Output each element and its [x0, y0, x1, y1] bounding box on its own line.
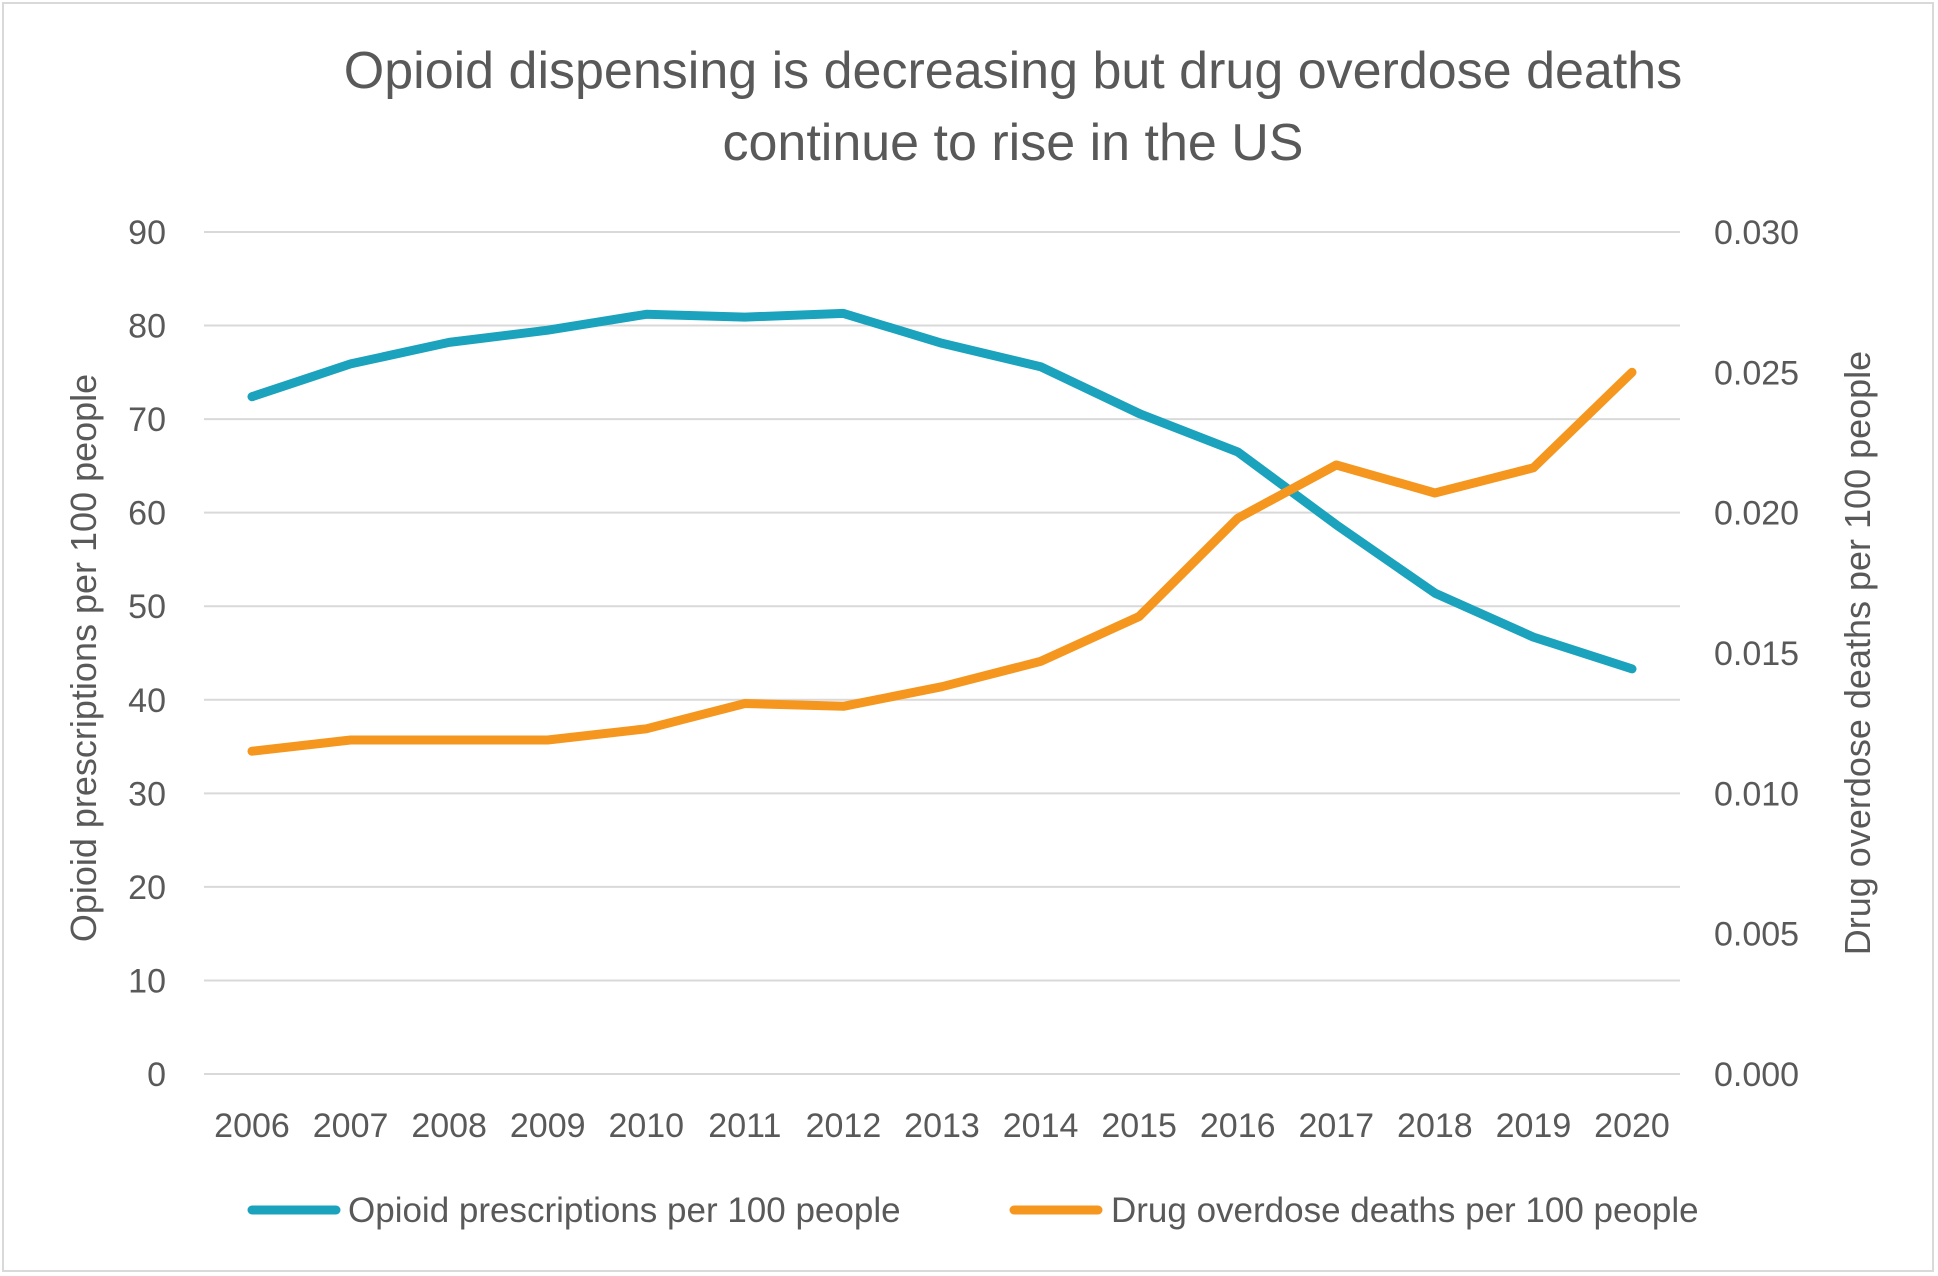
left-axis-ticks: 0 10 20 30 40 50 60 70 80 90 — [128, 214, 166, 1094]
right-axis-ticks: 0.000 0.005 0.010 0.015 0.020 0.025 0.030 — [1714, 214, 1799, 1094]
left-tick-label: 0 — [147, 1056, 166, 1094]
right-tick-label: 0.025 — [1714, 354, 1799, 392]
x-axis-ticks: 2006 2007 2008 2009 2010 2011 2012 2013 2014 2015… — [214, 1107, 1670, 1145]
x-tick-label: 2018 — [1397, 1107, 1473, 1145]
right-tick-label: 0.005 — [1714, 916, 1799, 954]
x-tick-label: 2009 — [510, 1107, 586, 1145]
x-tick-label: 2020 — [1594, 1107, 1670, 1145]
x-tick-label: 2017 — [1298, 1107, 1374, 1145]
x-tick-label: 2019 — [1496, 1107, 1572, 1145]
gridlines — [204, 231, 1680, 1075]
series-line-drug-overdose-deaths — [247, 367, 1637, 756]
chart-title-line-1: Opioid dispensing is decreasing but drug… — [344, 42, 1682, 100]
right-tick-label: 0.010 — [1714, 775, 1799, 813]
legend-item-drug-overdose-deaths: Drug overdose deaths per 100 people — [1009, 1191, 1699, 1230]
left-tick-label: 90 — [128, 214, 166, 252]
legend: Opioid prescriptions per 100 people Drug… — [247, 1191, 1699, 1230]
x-tick-label: 2015 — [1101, 1107, 1177, 1145]
left-tick-label: 70 — [128, 401, 166, 439]
x-tick-label: 2016 — [1200, 1107, 1276, 1145]
left-tick-label: 80 — [128, 308, 166, 346]
series-lines — [247, 308, 1637, 756]
right-tick-label: 0.020 — [1714, 495, 1799, 533]
x-tick-label: 2007 — [313, 1107, 389, 1145]
y-axis-title-left: Opioid prescriptions per 100 people — [63, 374, 104, 942]
left-tick-label: 10 — [128, 962, 166, 1000]
legend-label-drug-overdose-deaths: Drug overdose deaths per 100 people — [1111, 1191, 1699, 1230]
legend-item-opioid-prescriptions: Opioid prescriptions per 100 people — [247, 1191, 901, 1230]
x-tick-label: 2013 — [904, 1107, 980, 1145]
left-tick-label: 30 — [128, 775, 166, 813]
series-line-opioid-prescriptions — [247, 308, 1637, 674]
x-tick-label: 2011 — [708, 1107, 781, 1145]
x-tick-label: 2008 — [411, 1107, 487, 1145]
left-tick-label: 40 — [128, 682, 166, 720]
right-tick-label: 0.000 — [1714, 1056, 1799, 1094]
x-tick-label: 2014 — [1003, 1107, 1079, 1145]
x-tick-label: 2010 — [608, 1107, 684, 1145]
right-tick-label: 0.030 — [1714, 214, 1799, 252]
left-tick-label: 20 — [128, 869, 166, 907]
y-axis-title-right: Drug overdose deaths per 100 people — [1837, 351, 1878, 955]
right-tick-label: 0.015 — [1714, 635, 1799, 673]
left-tick-label: 60 — [128, 495, 166, 533]
left-tick-label: 50 — [128, 588, 166, 626]
chart-title-line-2: continue to rise in the US — [723, 114, 1304, 172]
x-tick-label: 2012 — [806, 1107, 882, 1145]
legend-label-opioid-prescriptions: Opioid prescriptions per 100 people — [348, 1191, 901, 1230]
chart-title: Opioid dispensing is decreasing but drug… — [344, 42, 1682, 172]
x-tick-label: 2006 — [214, 1107, 290, 1145]
